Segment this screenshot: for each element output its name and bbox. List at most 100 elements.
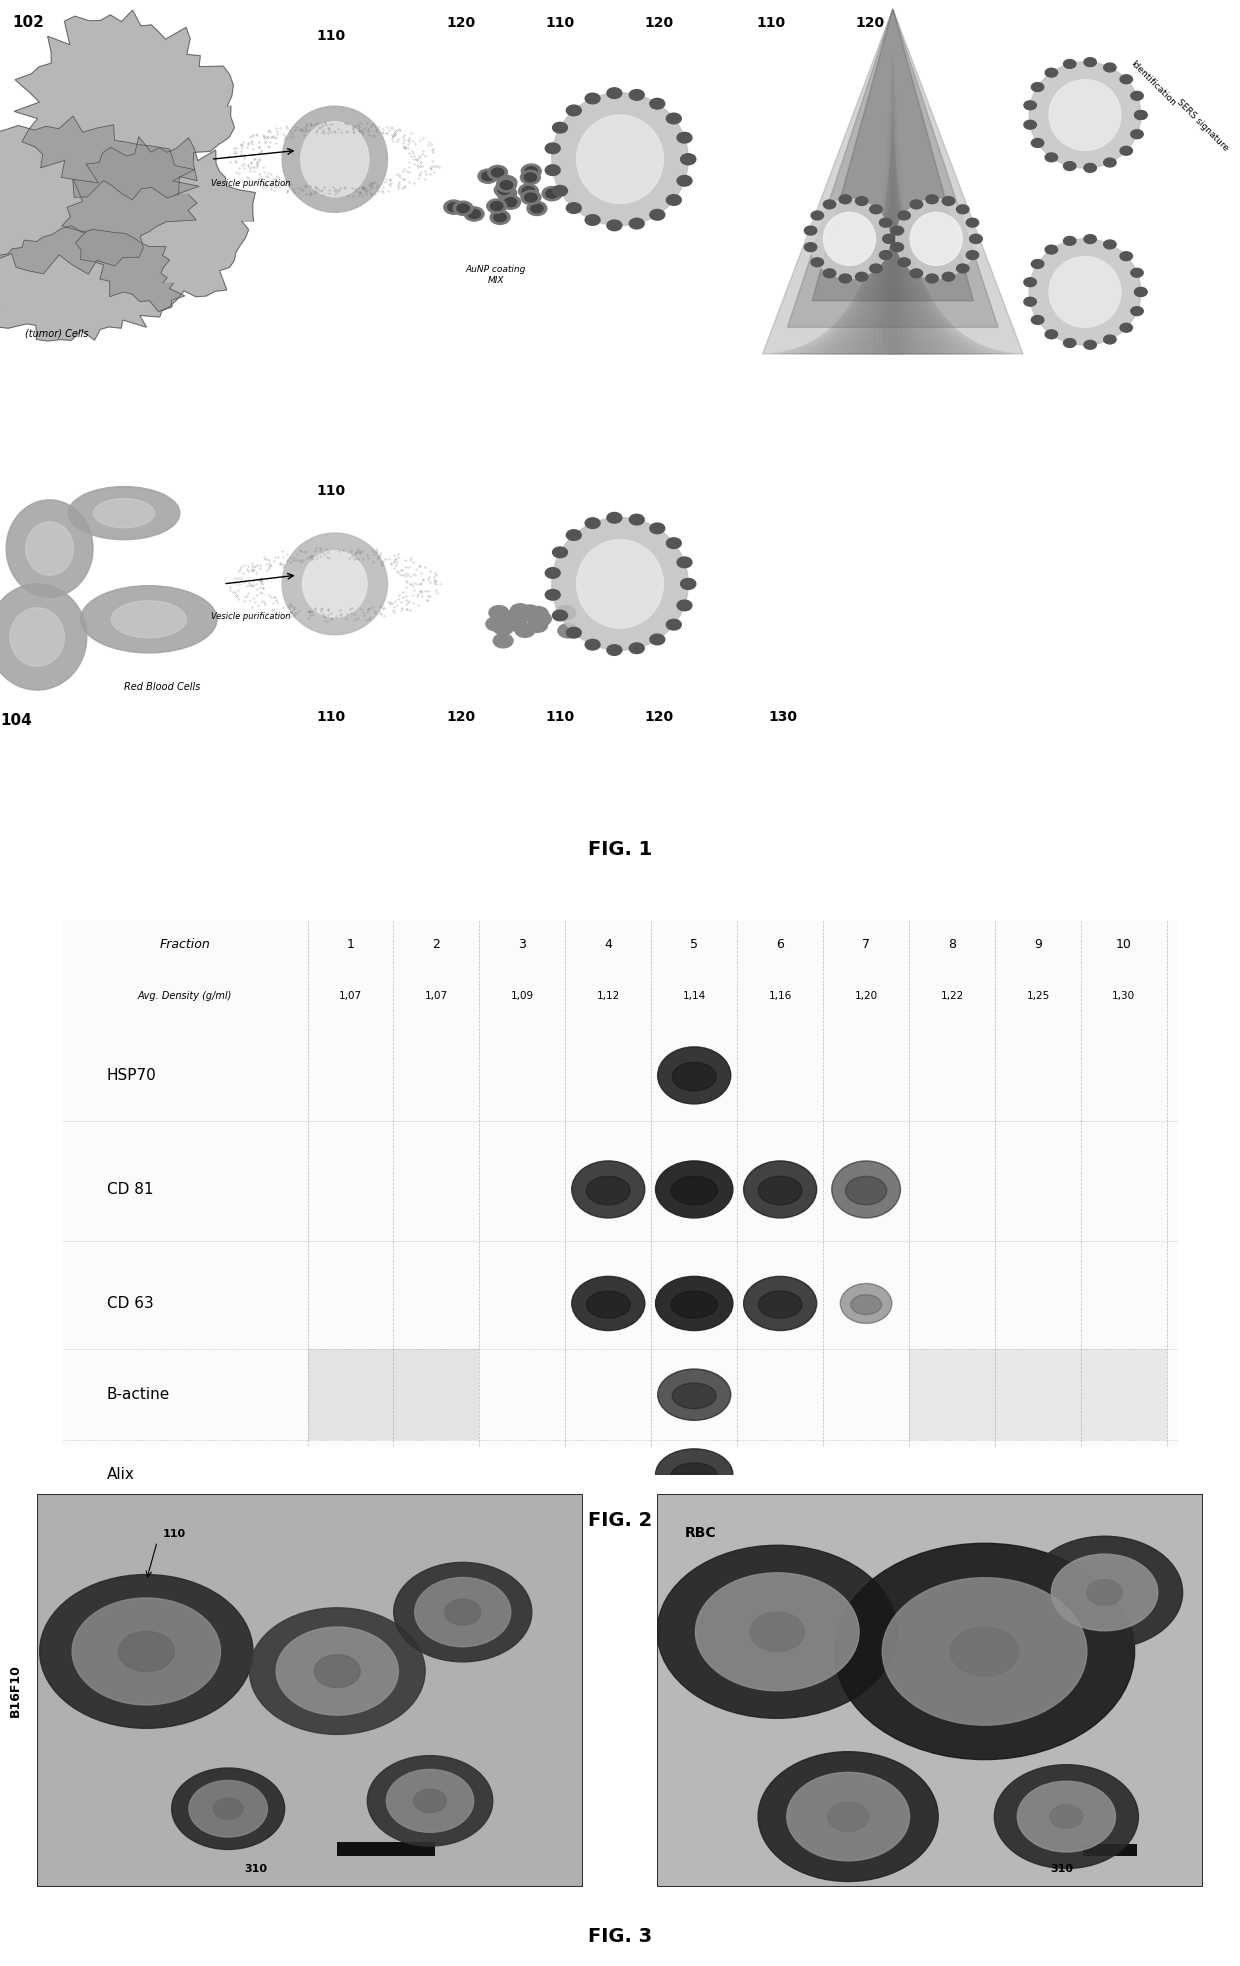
Ellipse shape [40, 1575, 253, 1728]
Circle shape [1131, 307, 1143, 317]
Ellipse shape [387, 1769, 474, 1832]
Circle shape [606, 513, 621, 523]
Text: Avg. Density (g/ml): Avg. Density (g/ml) [138, 991, 232, 1001]
Circle shape [494, 621, 513, 635]
Circle shape [528, 607, 548, 621]
Circle shape [1084, 340, 1096, 350]
Ellipse shape [750, 1612, 805, 1651]
Circle shape [681, 578, 696, 590]
Text: B16F10: B16F10 [9, 1665, 22, 1716]
Polygon shape [779, 317, 1007, 354]
Circle shape [556, 606, 575, 619]
Ellipse shape [672, 1382, 717, 1410]
Circle shape [1084, 163, 1096, 173]
Text: 9: 9 [1034, 938, 1042, 952]
Circle shape [883, 234, 895, 244]
Circle shape [823, 269, 836, 277]
Circle shape [553, 547, 568, 558]
Text: 5: 5 [691, 938, 698, 952]
Circle shape [510, 604, 529, 617]
Circle shape [942, 197, 955, 204]
FancyBboxPatch shape [337, 1842, 435, 1856]
Circle shape [1120, 75, 1132, 85]
Polygon shape [813, 248, 972, 354]
Ellipse shape [1029, 63, 1141, 167]
Polygon shape [823, 230, 962, 354]
Circle shape [567, 104, 582, 116]
Circle shape [503, 609, 523, 625]
Polygon shape [62, 138, 255, 313]
Text: 1,20: 1,20 [854, 991, 878, 1001]
Text: 1,22: 1,22 [940, 991, 963, 1001]
Circle shape [811, 258, 823, 267]
Circle shape [503, 611, 523, 625]
Text: FIG. 1: FIG. 1 [588, 839, 652, 859]
Circle shape [1064, 338, 1076, 348]
Polygon shape [804, 267, 982, 354]
FancyBboxPatch shape [1083, 1844, 1137, 1856]
Circle shape [1045, 69, 1058, 77]
Ellipse shape [315, 1655, 360, 1687]
Circle shape [926, 195, 939, 204]
Circle shape [491, 202, 503, 210]
Text: FIG. 3: FIG. 3 [588, 1927, 652, 1946]
Circle shape [491, 167, 503, 177]
Circle shape [585, 92, 600, 104]
Ellipse shape [6, 499, 93, 598]
Circle shape [666, 619, 681, 629]
Polygon shape [838, 201, 947, 354]
Circle shape [630, 218, 645, 228]
Polygon shape [794, 287, 992, 354]
Circle shape [805, 226, 817, 236]
Polygon shape [888, 83, 898, 354]
Text: 1: 1 [346, 938, 355, 952]
Polygon shape [808, 258, 977, 354]
Ellipse shape [552, 92, 688, 226]
Ellipse shape [1049, 258, 1121, 326]
Circle shape [501, 179, 513, 187]
Text: 6: 6 [776, 938, 784, 952]
Text: FIG. 2: FIG. 2 [588, 1510, 652, 1530]
Circle shape [650, 635, 665, 645]
Ellipse shape [1017, 1781, 1116, 1852]
Ellipse shape [367, 1756, 492, 1846]
Circle shape [520, 606, 539, 619]
Circle shape [1135, 110, 1147, 120]
Circle shape [970, 234, 982, 244]
Circle shape [444, 201, 464, 214]
Circle shape [553, 185, 568, 197]
Ellipse shape [671, 1463, 718, 1488]
Circle shape [839, 273, 852, 283]
Ellipse shape [835, 1543, 1135, 1760]
Circle shape [489, 606, 508, 619]
Polygon shape [763, 10, 1023, 354]
Text: 1,07: 1,07 [339, 991, 362, 1001]
Circle shape [1120, 322, 1132, 332]
Circle shape [456, 204, 469, 212]
Circle shape [1131, 90, 1143, 100]
Circle shape [1084, 234, 1096, 244]
Ellipse shape [572, 1160, 645, 1217]
Circle shape [1024, 297, 1037, 307]
FancyBboxPatch shape [62, 922, 1178, 1447]
Text: 1,30: 1,30 [1112, 991, 1136, 1001]
Circle shape [883, 234, 895, 244]
Circle shape [567, 627, 582, 639]
Ellipse shape [828, 1801, 868, 1832]
Ellipse shape [112, 602, 186, 637]
Text: 110: 110 [546, 16, 574, 29]
Circle shape [898, 210, 910, 220]
Text: SERS signature: SERS signature [1176, 96, 1230, 153]
Ellipse shape [249, 1608, 425, 1734]
Text: 1,16: 1,16 [769, 991, 792, 1001]
Circle shape [1024, 100, 1037, 110]
Circle shape [1131, 267, 1143, 277]
Polygon shape [769, 336, 1017, 354]
Polygon shape [883, 112, 903, 354]
Ellipse shape [810, 199, 890, 279]
Ellipse shape [119, 1632, 174, 1671]
Circle shape [856, 197, 868, 204]
Ellipse shape [841, 1284, 892, 1323]
Polygon shape [888, 102, 898, 354]
Text: 110: 110 [162, 1530, 186, 1539]
